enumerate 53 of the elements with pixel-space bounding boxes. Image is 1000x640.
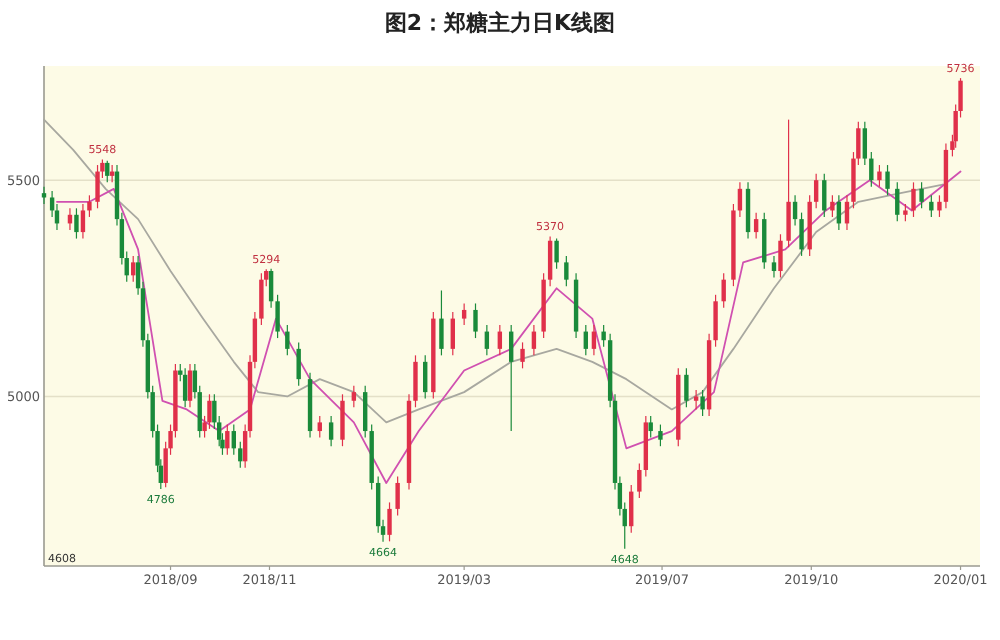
candlestick: [187, 363, 193, 408]
candlestick: [771, 255, 777, 279]
candlestick: [778, 233, 783, 279]
candlestick: [721, 272, 726, 309]
candlestick: [745, 181, 751, 240]
candlestick: [450, 311, 455, 356]
candlestick: [911, 181, 916, 218]
candlestick: [929, 194, 934, 218]
candlestick: [74, 207, 79, 240]
candlestick: [395, 475, 400, 516]
candlestick: [461, 302, 467, 326]
chart-title: 图2：郑糖主力日K线图: [384, 10, 616, 36]
candlestick: [207, 393, 212, 430]
candlestick: [684, 367, 689, 408]
candlestick: [317, 415, 322, 439]
candlestick: [648, 415, 653, 439]
candlestick: [80, 203, 86, 240]
candlestick: [238, 441, 243, 469]
candlestick: [693, 389, 699, 411]
candlestick: [105, 160, 110, 183]
candlestick: [700, 389, 705, 417]
candlestick: [885, 164, 890, 196]
candlestick: [351, 385, 357, 408]
candlestick: [813, 173, 819, 209]
candlestick: [753, 212, 759, 240]
candlestick: [822, 173, 827, 218]
candlestick: [762, 212, 767, 270]
candlestick: [520, 341, 525, 369]
candlestick: [862, 121, 868, 166]
candlestick: [830, 194, 835, 218]
candlestick: [225, 423, 230, 456]
candlestick: [375, 475, 381, 534]
candlestick: [285, 324, 290, 356]
candlestick: [895, 181, 900, 222]
candlestick: [95, 164, 100, 209]
candlestick: [508, 324, 514, 432]
candlestick: [877, 164, 882, 188]
candlestick: [439, 289, 444, 356]
candlestick: [564, 255, 569, 287]
candlestick: [919, 181, 924, 209]
candlestick: [182, 367, 188, 408]
candlestick: [328, 415, 334, 447]
candlestick: [340, 393, 345, 447]
candlestick: [869, 151, 874, 188]
candlestick: [807, 194, 812, 257]
candlestick: [423, 354, 428, 400]
candlestick: [658, 423, 663, 447]
candlestick: [387, 501, 392, 542]
candlestick: [786, 119, 791, 248]
candlestick: [131, 255, 136, 283]
candlestick: [473, 302, 478, 339]
candlestick: [554, 237, 559, 270]
candlestick: [296, 341, 301, 387]
